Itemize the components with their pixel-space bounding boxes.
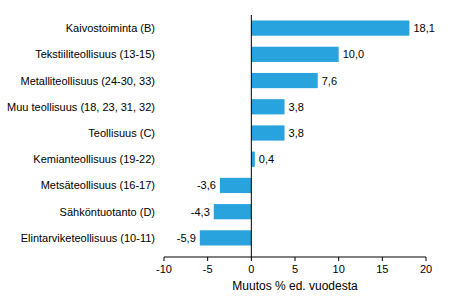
category-label: Tekstiiliteollisuus (13-15) <box>35 48 155 60</box>
bar <box>220 178 251 193</box>
category-label: Kaivostoiminta (B) <box>66 22 155 34</box>
x-tick-label: 10 <box>333 263 345 275</box>
x-tick <box>164 257 165 261</box>
x-tick-label: 0 <box>248 263 254 275</box>
data-label: -3,6 <box>197 179 216 191</box>
data-label: 7,6 <box>322 75 337 87</box>
x-tick-label: -10 <box>156 263 172 275</box>
category-label: Metalliteollisuus (24-30, 33) <box>20 75 155 87</box>
category-label: Sähköntuotanto (D) <box>60 206 155 218</box>
x-tick <box>382 257 383 261</box>
x-tick-label: 20 <box>420 263 432 275</box>
data-label: -5,9 <box>177 232 196 244</box>
data-label: 3,8 <box>289 101 304 113</box>
bar <box>251 99 284 114</box>
x-axis-label: Muutos % ed. vuodesta <box>232 279 358 293</box>
x-tick-label: 5 <box>292 263 298 275</box>
bar <box>200 230 252 245</box>
bar <box>214 204 252 219</box>
chart: Kaivostoiminta (B) Tekstiiliteollisuus (1… <box>0 0 454 302</box>
data-label: 18,1 <box>413 22 434 34</box>
bars <box>200 21 410 246</box>
category-label: Teollisuus (C) <box>88 127 155 139</box>
data-label: 0,4 <box>259 153 274 165</box>
bar <box>251 152 254 167</box>
x-tick-label: 15 <box>376 263 388 275</box>
x-tick <box>338 257 339 261</box>
category-label: Muu teollisuus (18, 23, 31, 32) <box>7 101 155 113</box>
bar <box>251 125 284 140</box>
data-label: 3,8 <box>289 127 304 139</box>
data-label: -4,3 <box>191 206 210 218</box>
category-label: Elintarviketeollisuus (10-11) <box>21 232 155 244</box>
bar <box>251 73 317 88</box>
category-label: Kemianteollisuus (19-22) <box>33 153 155 165</box>
x-tick <box>207 257 208 261</box>
data-label: 10,0 <box>343 48 364 60</box>
zero-line <box>251 15 252 257</box>
x-tick <box>295 257 296 261</box>
category-label: Metsäteollisuus (16-17) <box>41 179 155 191</box>
bar <box>251 21 409 36</box>
x-tick <box>251 257 252 261</box>
x-tick <box>426 257 427 261</box>
x-tick-label: -5 <box>203 263 213 275</box>
bar <box>251 47 338 62</box>
